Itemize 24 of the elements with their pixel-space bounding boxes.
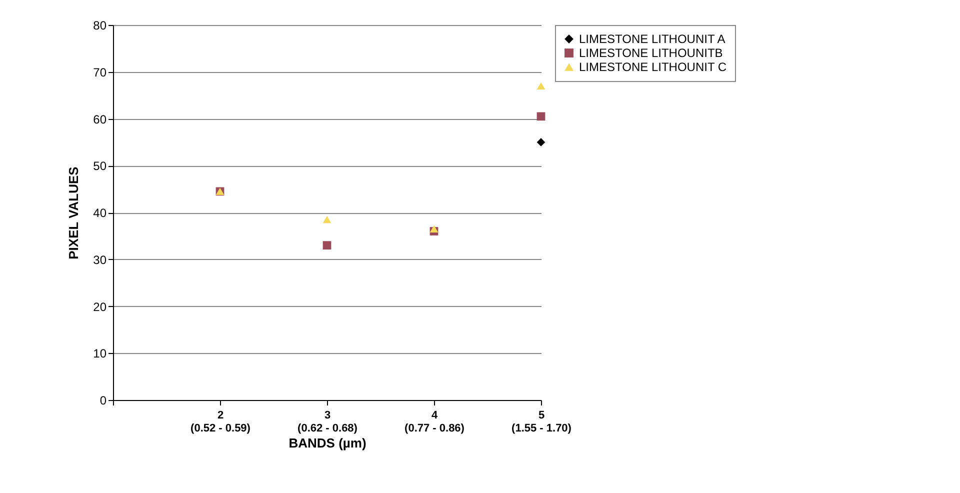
x-tick-label: 2 (0.52 - 0.59) (190, 410, 251, 434)
y-tick-label: 10 (93, 346, 107, 361)
y-axis-title: PIXEL VALUES (66, 166, 82, 260)
x-tick-label: 4 (0.77 - 0.86) (404, 410, 465, 434)
point (322, 241, 332, 250)
point (430, 225, 438, 233)
point (536, 138, 546, 146)
point (536, 82, 546, 90)
legend-label: LIMESTONE LITHOUNITB (579, 46, 723, 60)
x-tick-label: 5 (1.55 - 1.70) (512, 410, 572, 434)
y-tick-label: 70 (93, 65, 107, 80)
y-tick-label: 30 (93, 252, 107, 267)
y-tick-label: 50 (93, 159, 107, 174)
x-axis-title: BANDS (µm) (288, 436, 366, 450)
y-tick-label: 20 (93, 300, 107, 314)
legend-label: LIMESTONE LITHOUNIT C (579, 60, 727, 74)
y-tick-label: 40 (93, 206, 107, 220)
y-tick-label: 80 (93, 18, 107, 32)
legend-label: LIMESTONE LITHOUNIT A (579, 32, 726, 46)
point (536, 112, 546, 121)
x-tick-label: 3 (0.62 - 0.68) (298, 410, 358, 434)
point (322, 216, 332, 224)
y-tick-label: 60 (93, 112, 107, 126)
y-tick-label: 0 (100, 394, 107, 408)
